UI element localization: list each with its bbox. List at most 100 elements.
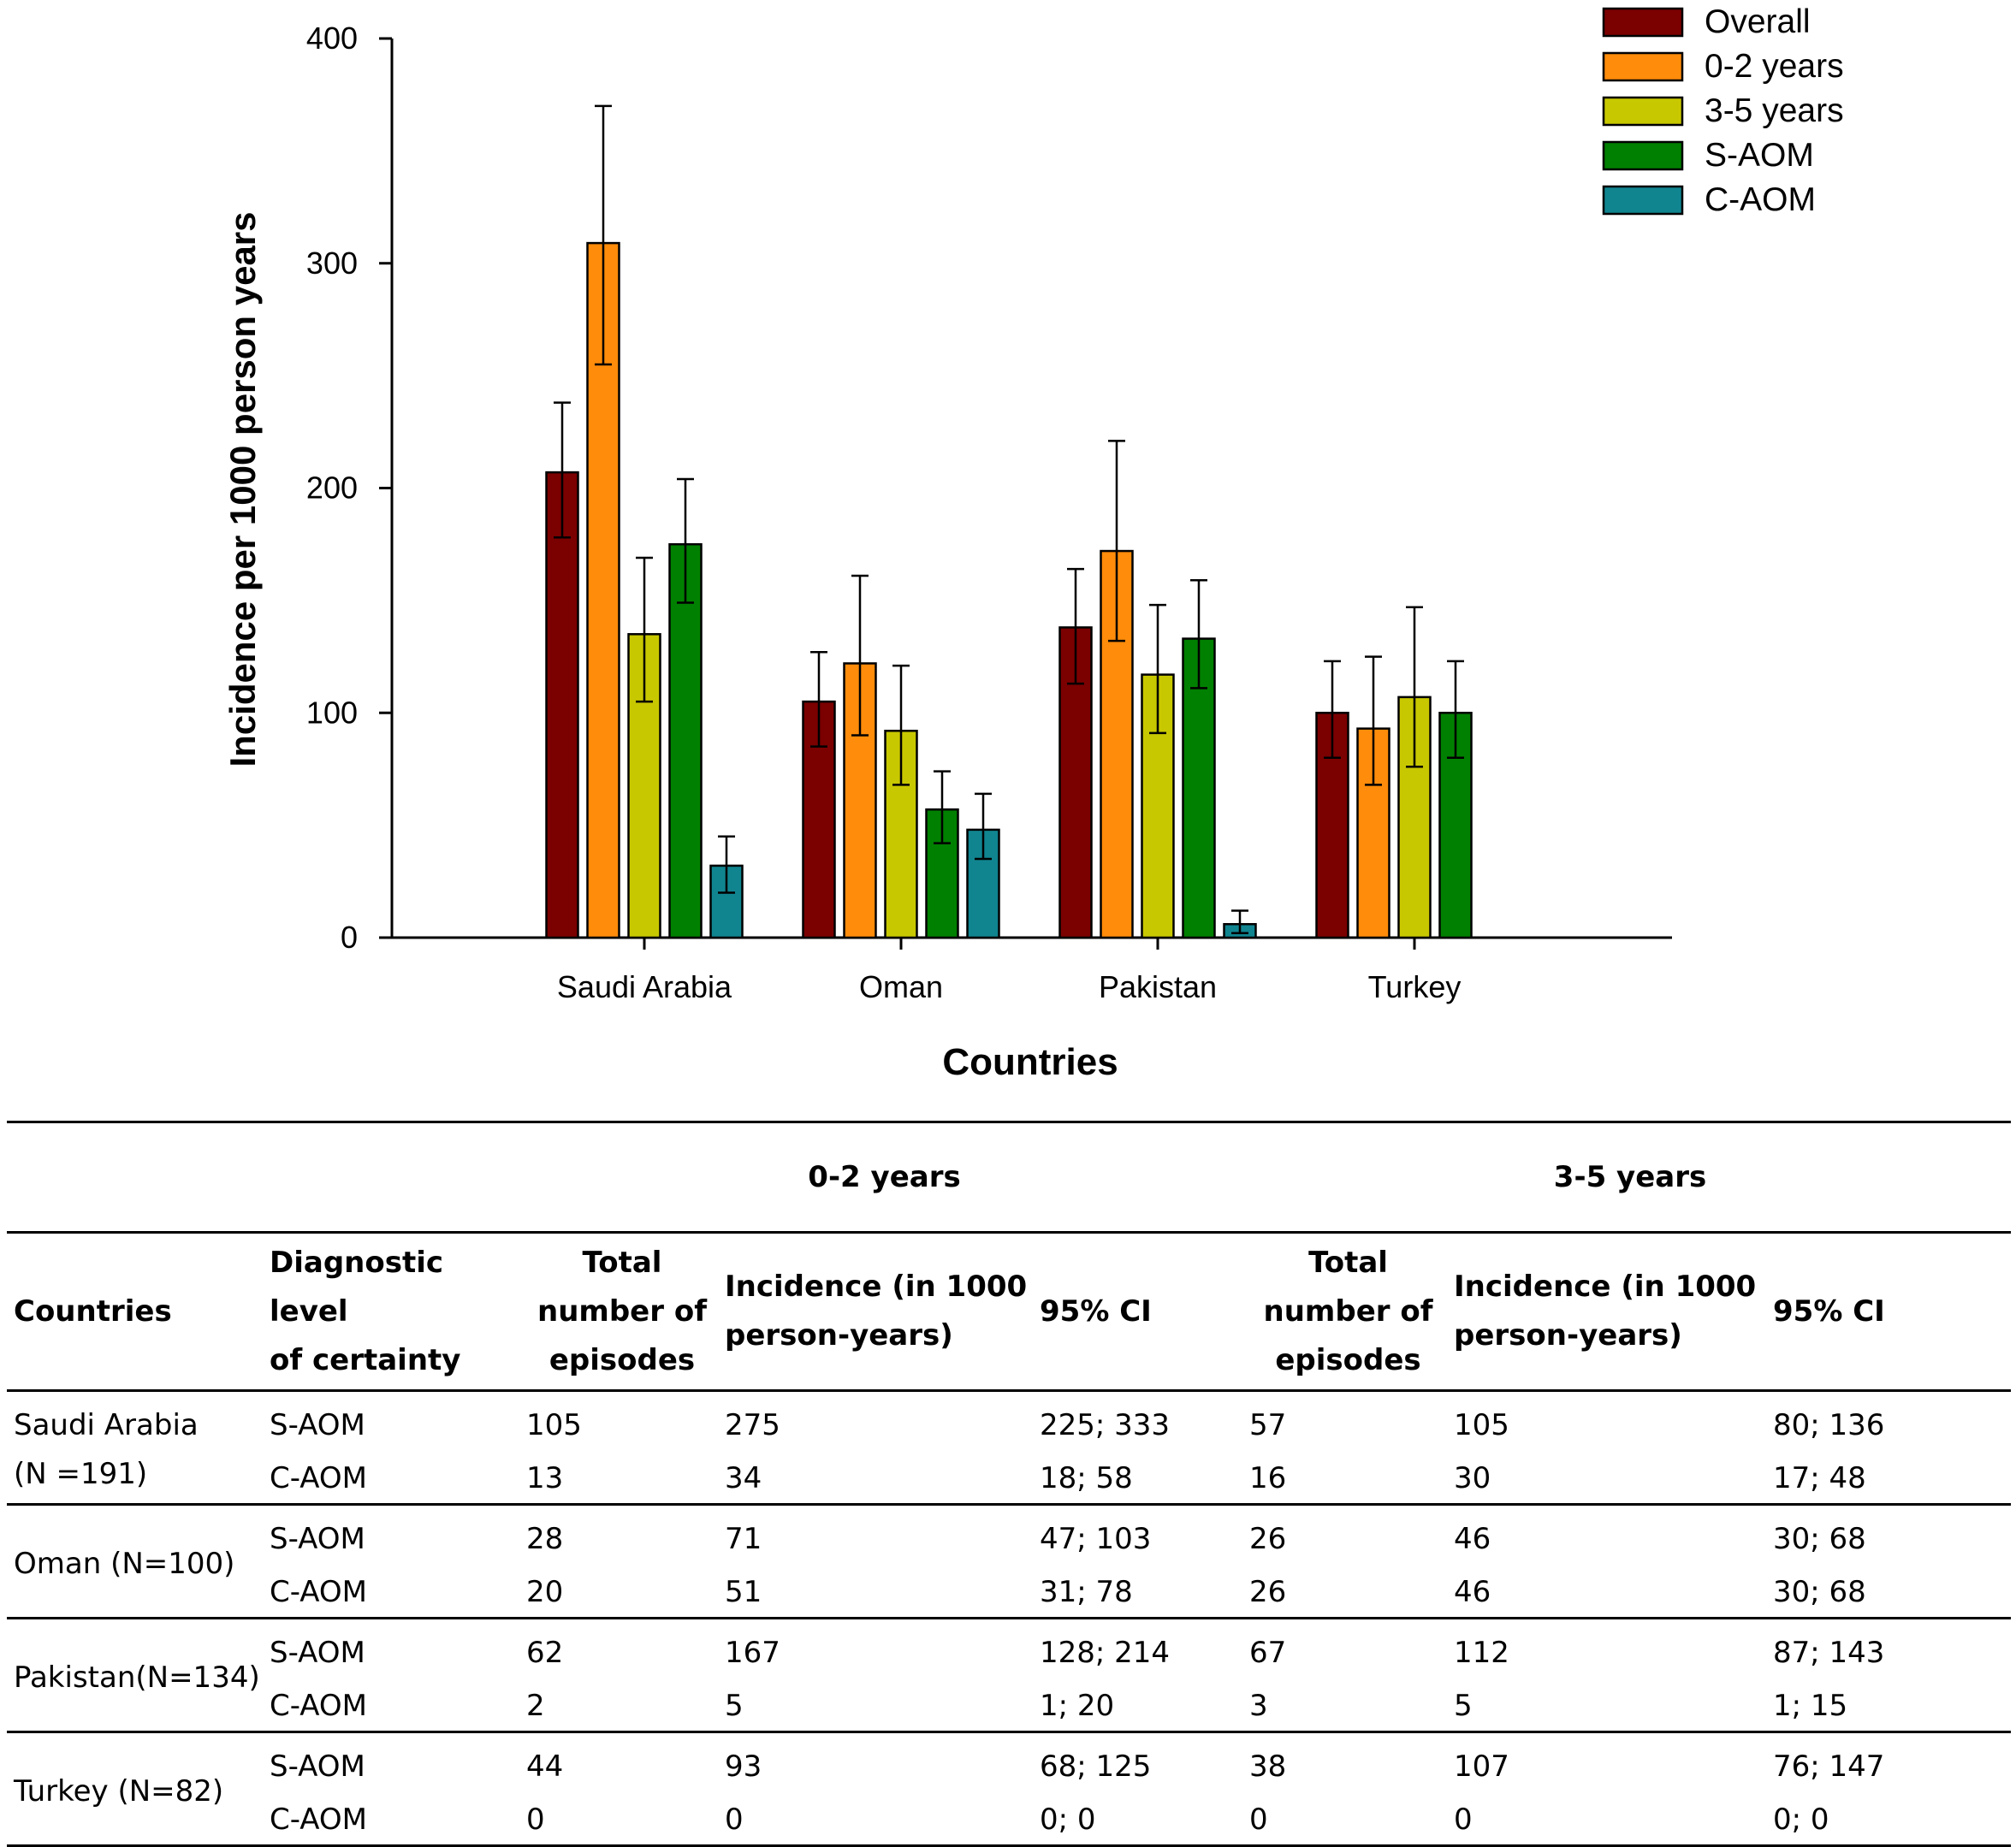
bar — [668, 542, 703, 939]
header-incidence-0-2: Incidence (in 1000 person-years) — [718, 1233, 1033, 1391]
ci-cell: 31; 78 — [1040, 1575, 1133, 1609]
incidence-cell: 107 — [1454, 1749, 1509, 1784]
legend-label: Overall — [1705, 3, 1811, 40]
episodes-cell: 26 — [1249, 1575, 1287, 1609]
header-countries: Countries — [14, 1293, 172, 1329]
y-axis-label: Incidence per 1000 person years — [222, 211, 263, 767]
ci-cell: 225; 333 — [1040, 1408, 1171, 1442]
episodes-cell: 67 — [1249, 1636, 1287, 1670]
legend-label: 0-2 years — [1705, 48, 1844, 85]
bar — [1058, 626, 1093, 939]
table-row: Saudi Arabia (N =191) S-AOM 105 275 225; 333 5… — [7, 1391, 2011, 1491]
legend-swatch — [1602, 140, 1684, 171]
legend-label: C-AOM — [1705, 181, 1816, 218]
y-tick-label: 100 — [306, 695, 358, 730]
ci-cell: 87; 143 — [1773, 1636, 1885, 1670]
bars — [545, 104, 1473, 939]
diagnostic-cell: S-AOM — [270, 1636, 365, 1670]
country-cell: Saudi Arabia (N =191) — [7, 1391, 263, 1505]
x-axis: Saudi Arabia Oman Pakistan Turkey — [392, 936, 1672, 1004]
header-ci-0-2: 95% CI — [1040, 1293, 1152, 1329]
y-tick-label: 200 — [306, 471, 358, 506]
x-tick-label: Oman — [859, 969, 943, 1004]
header-episodes-line2: number of — [1263, 1293, 1433, 1329]
x-tick-label: Saudi Arabia — [557, 969, 732, 1004]
incidence-cell: 5 — [1454, 1689, 1473, 1723]
episodes-cell: 3 — [1249, 1689, 1268, 1723]
header-episodes-line3: episodes — [548, 1342, 696, 1377]
incidence-cell: 51 — [725, 1575, 762, 1609]
episodes-cell: 0 — [526, 1803, 545, 1837]
header-episodes-line2: number of — [537, 1293, 707, 1329]
header-incidence-line2: person-years) — [725, 1318, 953, 1353]
episodes-cell: 13 — [526, 1461, 564, 1495]
incidence-cell: 112 — [1454, 1636, 1509, 1670]
bar-chart: 0 100 200 300 400 Saudi Arabia Oman Pakistan Tu… — [222, 3, 1844, 1083]
column-header-row: Countries Diagnostic level of certainty … — [7, 1233, 2012, 1391]
ci-cell: 68; 125 — [1040, 1749, 1152, 1784]
header-episodes-line1: Total — [1308, 1245, 1388, 1280]
header-episodes-line3: episodes — [1275, 1342, 1421, 1377]
legend-swatch — [1602, 7, 1684, 38]
incidence-cell: 105 — [1454, 1408, 1509, 1442]
table-row: C-AOM 13 34 18; 58 16 30 17; 48 — [7, 1453, 2012, 1505]
incidence-cell: 46 — [1454, 1575, 1491, 1609]
x-axis-label: Countries — [942, 1041, 1118, 1083]
ci-cell: 30; 68 — [1773, 1522, 1866, 1556]
ci-cell: 80; 136 — [1773, 1408, 1885, 1442]
incidence-cell: 167 — [725, 1636, 780, 1670]
episodes-cell: 0 — [1249, 1803, 1268, 1837]
diagnostic-cell: S-AOM — [270, 1522, 365, 1556]
incidence-cell: 0 — [1454, 1803, 1473, 1837]
empty-header-cell — [7, 1122, 519, 1233]
header-incidence-line1: Incidence (in 1000 — [725, 1270, 1028, 1304]
ci-cell: 1; 20 — [1040, 1689, 1115, 1723]
incidence-table: 0-2 years 3-5 years Countries Diagnostic… — [7, 1121, 2012, 1847]
incidence-cell: 275 — [725, 1408, 780, 1442]
header-episodes-line1: Total — [582, 1245, 662, 1280]
episodes-cell: 105 — [526, 1408, 582, 1442]
legend-label: 3-5 years — [1705, 92, 1844, 129]
episodes-cell: 16 — [1249, 1461, 1287, 1495]
incidence-cell: 34 — [725, 1461, 762, 1495]
legend-swatch — [1602, 96, 1684, 127]
table-row: C-AOM 20 51 31; 78 26 46 30; 68 — [7, 1567, 2012, 1619]
country-label: (N =191) — [14, 1457, 148, 1491]
header-episodes-0-2: Total number of episodes — [519, 1233, 718, 1391]
country-label: Pakistan(N=134) — [14, 1660, 260, 1695]
bar — [545, 471, 579, 939]
incidence-cell: 93 — [725, 1749, 762, 1784]
episodes-cell: 57 — [1249, 1408, 1287, 1442]
age-group-header-row: 0-2 years 3-5 years — [7, 1122, 2012, 1233]
incidence-table-container: 0-2 years 3-5 years Countries Diagnostic… — [7, 1121, 2012, 1847]
table-row: Oman (N=100) S-AOM 28 71 47; 103 26 46 30; 68 — [7, 1505, 2011, 1581]
episodes-cell: 26 — [1249, 1522, 1287, 1556]
header-incidence-3-5: Incidence (in 1000 person-years) — [1447, 1233, 1766, 1391]
table-row: Pakistan(N=134) S-AOM 62 167 128; 214 67 112 87… — [7, 1619, 2011, 1695]
incidence-cell: 46 — [1454, 1522, 1491, 1556]
header-diagnostic-line1: Diagnostic level — [270, 1245, 444, 1329]
diagnostic-cell: S-AOM — [270, 1408, 365, 1442]
country-label: Turkey (N=82) — [14, 1773, 224, 1809]
legend-swatch — [1602, 185, 1684, 216]
header-diagnostic-level: Diagnostic level of certainty — [263, 1233, 519, 1391]
ci-cell: 0; 0 — [1040, 1803, 1096, 1837]
incidence-cell: 71 — [725, 1522, 762, 1556]
header-diagnostic-line2: of certainty — [270, 1342, 461, 1377]
episodes-cell: 28 — [526, 1522, 564, 1556]
episodes-cell: 38 — [1249, 1749, 1287, 1784]
ci-cell: 30; 68 — [1773, 1575, 1866, 1609]
group-header-0-2: 0-2 years — [808, 1160, 961, 1194]
country-label: Oman (N=100) — [14, 1546, 235, 1581]
table-row: Turkey (N=82) S-AOM 44 93 68; 125 38 107 76; 14… — [7, 1732, 2011, 1809]
group-header-3-5: 3-5 years — [1553, 1160, 1707, 1194]
incidence-cell: 30 — [1454, 1461, 1491, 1495]
table-row: C-AOM 2 5 1; 20 3 5 1; 15 — [7, 1681, 2012, 1732]
x-tick-label: Pakistan — [1099, 969, 1217, 1004]
y-tick-label: 300 — [306, 246, 358, 281]
incidence-cell: 0 — [725, 1803, 744, 1837]
y-tick-label: 400 — [306, 21, 358, 56]
episodes-cell: 62 — [526, 1636, 564, 1670]
episodes-cell: 2 — [526, 1689, 545, 1723]
legend-label: S-AOM — [1705, 137, 1814, 174]
